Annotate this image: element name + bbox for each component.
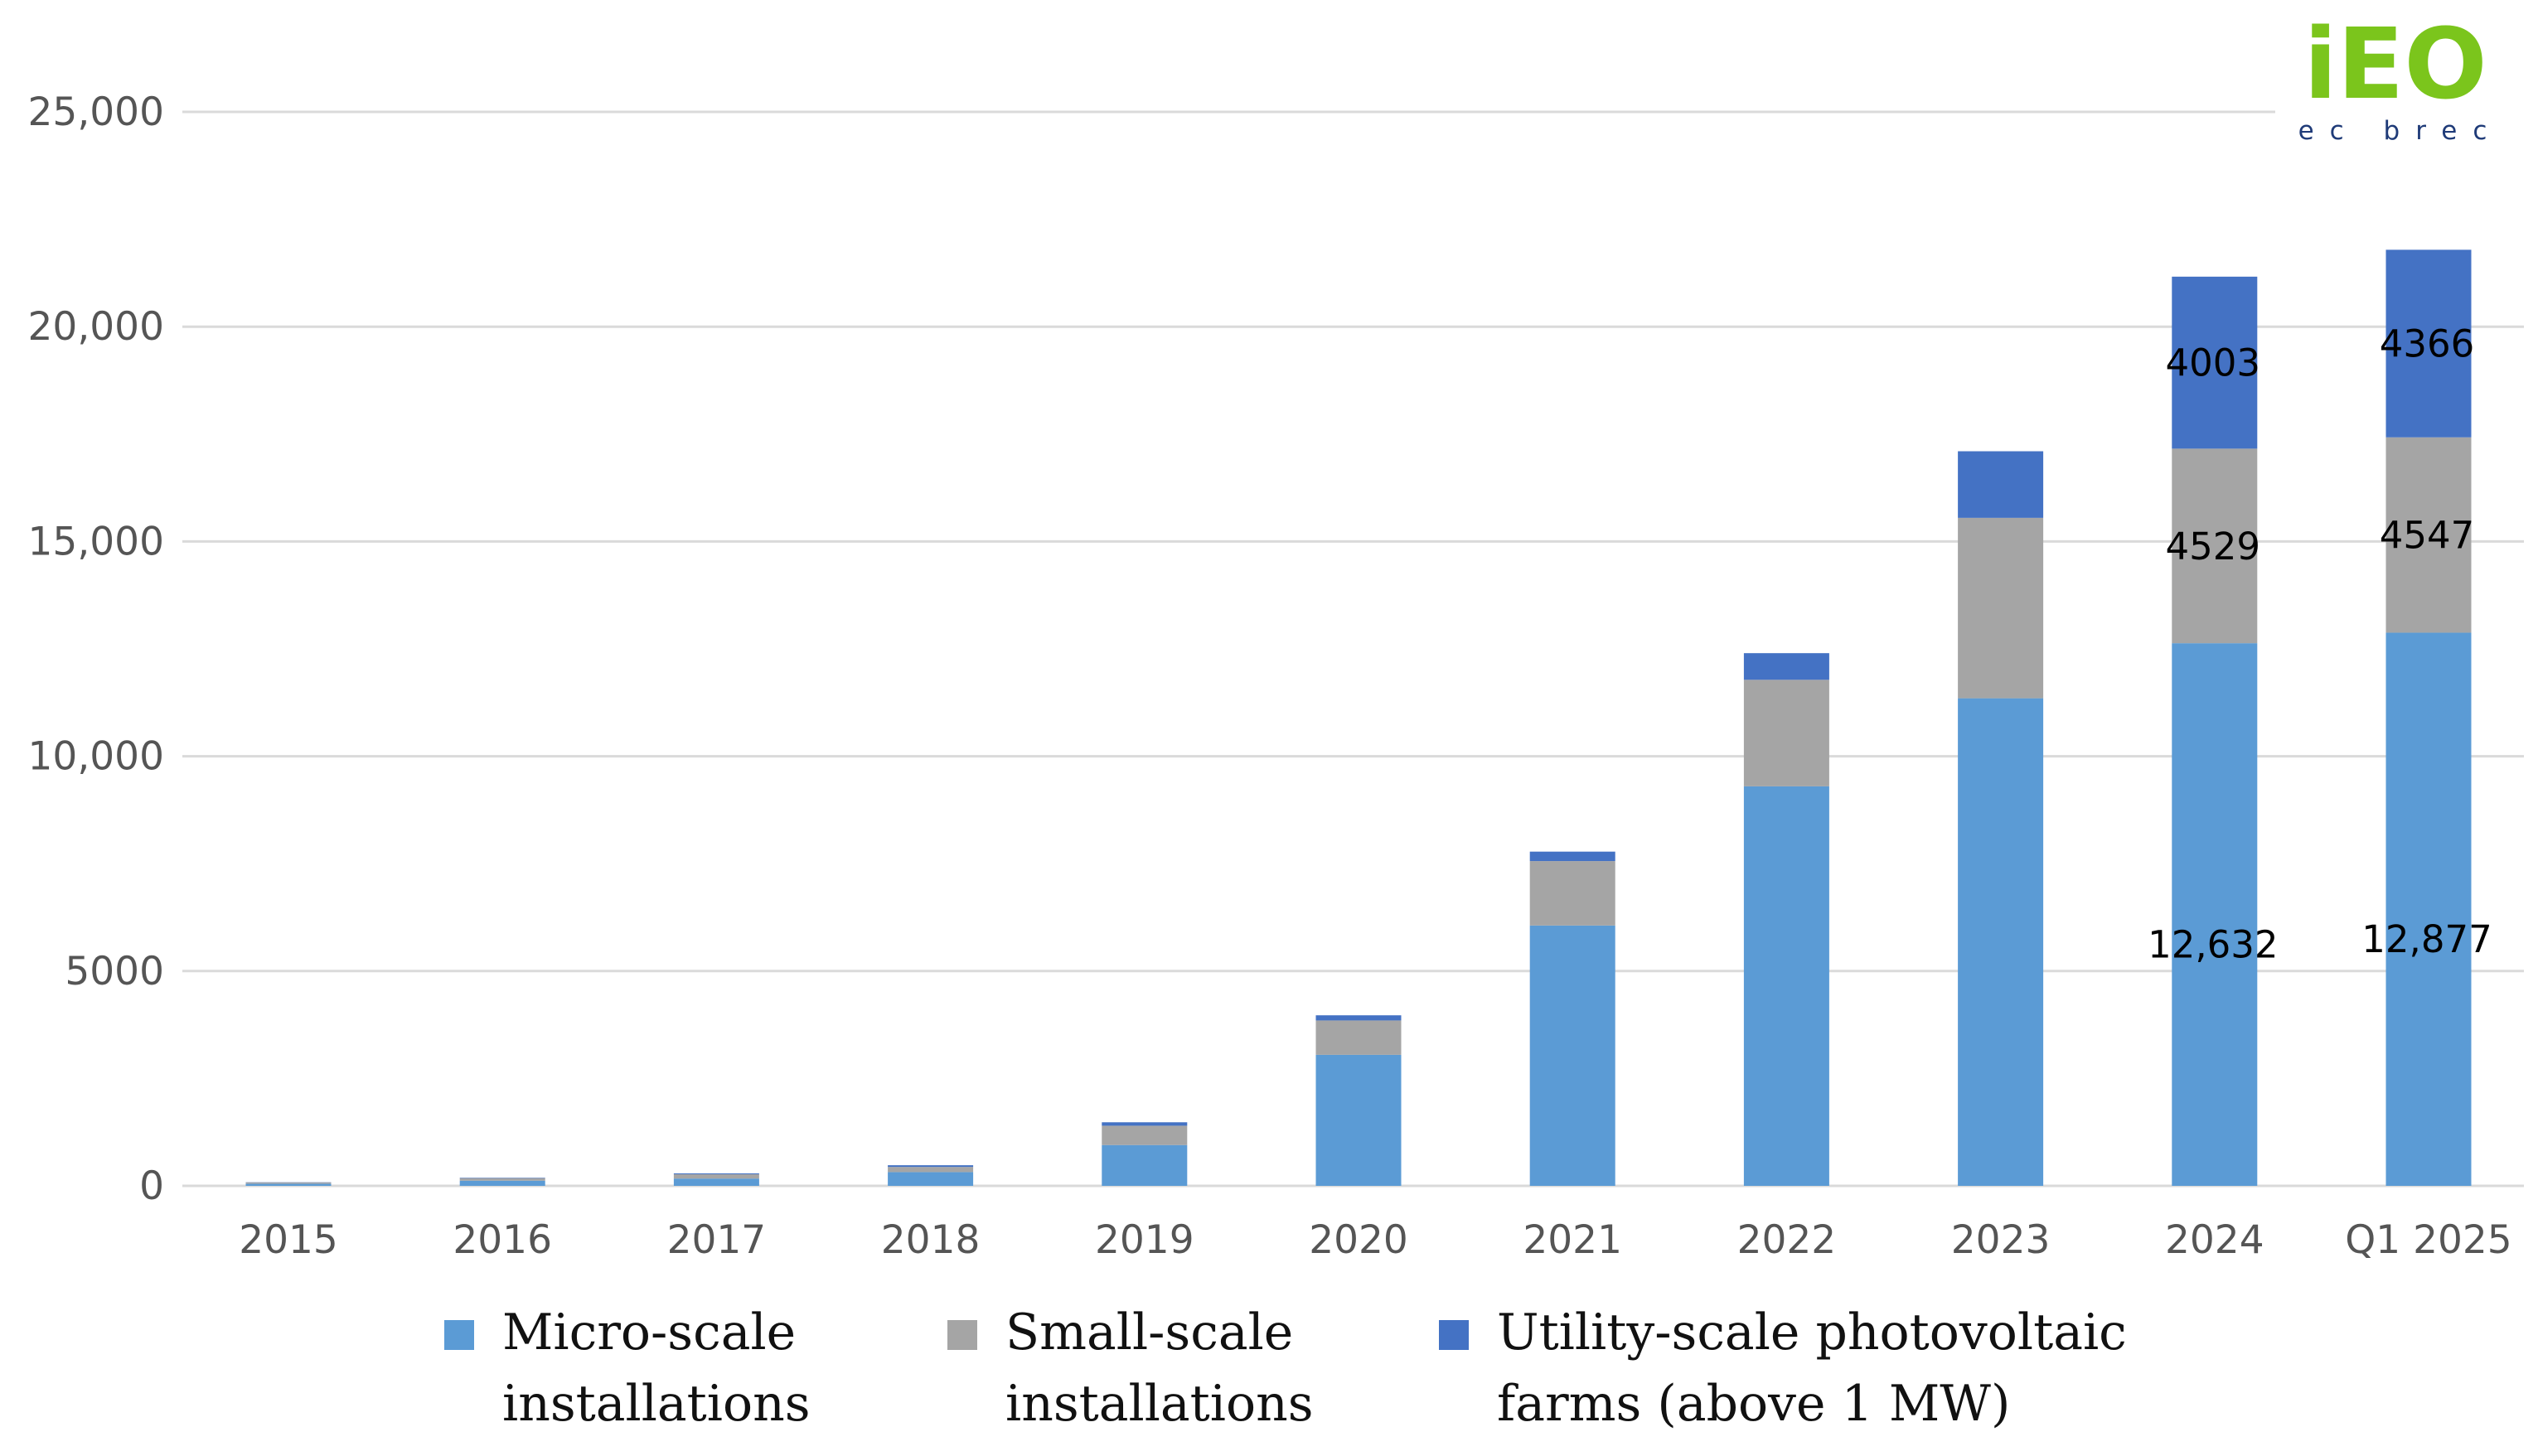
legend-swatch <box>947 1320 977 1350</box>
bar-segment <box>2172 276 2258 449</box>
bars <box>245 249 2472 1186</box>
bar-segment <box>2385 437 2472 633</box>
logo-backdrop <box>2275 15 2524 156</box>
bar-segment <box>1102 1125 1188 1145</box>
legend-swatch <box>444 1320 474 1350</box>
data-label: 4529 <box>2166 525 2261 568</box>
bar-segment <box>1743 786 1829 1186</box>
data-label: 12,632 <box>2148 923 2278 967</box>
logo-wordmark: iEO <box>2303 7 2487 121</box>
bar-segment <box>673 1178 759 1186</box>
bar-segment <box>1102 1144 1188 1186</box>
ieo-logo: iEO ec brec <box>2275 7 2524 156</box>
bar-segment <box>2172 643 2258 1186</box>
x-tick-label: 2019 <box>1095 1217 1194 1263</box>
x-axis-ticks: 2015 2016 2017 2018 2019 2020 2021 2022 2023 2024… <box>239 1217 2512 1263</box>
x-tick-label: Q1 2025 <box>2345 1217 2511 1263</box>
x-tick-label: 2020 <box>1309 1217 1408 1263</box>
data-label: 12,877 <box>2361 917 2492 961</box>
bar-segment <box>888 1165 974 1168</box>
bar-segment <box>2172 448 2258 644</box>
y-tick-label: 15,000 <box>28 519 164 564</box>
y-tick-label: 20,000 <box>28 304 164 350</box>
logo-subtext: ec brec <box>2298 116 2503 146</box>
y-tick-label: 10,000 <box>28 734 164 780</box>
bar-segment <box>1315 1020 1402 1055</box>
bar-segment <box>1315 1054 1402 1186</box>
bar-segment <box>1315 1015 1402 1021</box>
x-tick-label: 2023 <box>1951 1217 2051 1263</box>
y-axis-ticks: 0 5000 10,000 15,000 20,000 25,000 <box>28 89 164 1209</box>
bar-segment <box>2385 249 2472 438</box>
bar-segment <box>1529 925 1615 1186</box>
x-tick-label: 2021 <box>1523 1217 1622 1263</box>
legend-label: installations <box>502 1375 811 1433</box>
legend-label: Utility-scale photovoltaic <box>1497 1304 2127 1362</box>
bar-segment <box>245 1183 332 1186</box>
bar-segment <box>1958 698 2044 1186</box>
bar-segment <box>673 1174 759 1179</box>
gridlines <box>182 110 2524 1188</box>
data-label: 4366 <box>2380 322 2475 366</box>
x-tick-label: 2016 <box>453 1217 552 1263</box>
legend-label: installations <box>1005 1375 1314 1433</box>
bar-segment <box>673 1173 759 1175</box>
bar-segment <box>1743 653 1829 680</box>
y-tick-label: 25,000 <box>28 89 164 135</box>
bar-segment <box>245 1182 332 1184</box>
bar-segment <box>1102 1122 1188 1126</box>
bar-segment <box>2385 632 2472 1186</box>
bar-segment <box>888 1167 974 1173</box>
bar-segment <box>459 1180 545 1186</box>
bar-segment <box>1958 517 2044 699</box>
bar-segment <box>1958 451 2044 518</box>
x-tick-label: 2018 <box>881 1217 981 1263</box>
legend-label: Small-scale <box>1005 1304 1293 1362</box>
bar-segment <box>1529 851 1615 862</box>
data-label: 4547 <box>2380 514 2475 558</box>
bar-segment <box>888 1172 974 1186</box>
legend: Micro-scale installations Small-scale insta… <box>444 1304 2127 1433</box>
x-tick-label: 2017 <box>667 1217 767 1263</box>
bar-segment <box>459 1178 545 1181</box>
x-tick-label: 2022 <box>1737 1217 1837 1263</box>
bar-segment <box>1743 680 1829 786</box>
data-label: 4003 <box>2166 341 2261 385</box>
legend-label: Micro-scale <box>502 1304 796 1362</box>
x-tick-label: 2024 <box>2165 1217 2264 1263</box>
y-tick-label: 5000 <box>65 949 164 994</box>
legend-swatch <box>1439 1320 1469 1350</box>
legend-label: farms (above 1 MW) <box>1497 1375 2010 1433</box>
y-tick-label: 0 <box>139 1163 164 1209</box>
data-labels: 12,632 4529 4003 12,877 4547 4366 <box>2148 322 2492 967</box>
x-tick-label: 2015 <box>239 1217 338 1263</box>
bar-segment <box>1529 861 1615 926</box>
